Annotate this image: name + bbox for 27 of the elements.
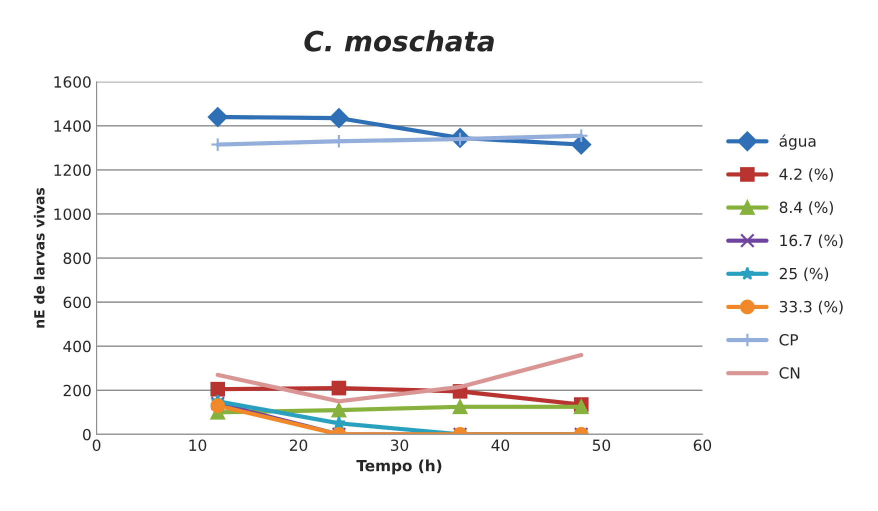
legend-label: CN xyxy=(780,367,800,379)
legend-label: CP xyxy=(780,334,798,346)
y-tick-label: 800 xyxy=(64,252,91,264)
y-tick-label: 1400 xyxy=(54,120,91,132)
y-tick-label: 400 xyxy=(63,340,91,352)
x-tick-label: 50 xyxy=(592,439,610,452)
legend-label: água xyxy=(780,134,816,150)
legend-label: 8.4 (%) xyxy=(780,201,833,215)
y-tick-label: 600 xyxy=(64,296,91,308)
legend-label: 33.3 (%) xyxy=(780,300,843,314)
y-tick-label: 1000 xyxy=(54,208,91,220)
x-tick-label: 0 xyxy=(92,439,100,452)
legend-label: 4.2 (%) xyxy=(779,168,833,182)
x-tick-label: 10 xyxy=(190,439,206,452)
y-tick-label: 200 xyxy=(64,384,91,396)
y-tick-label: 1600 xyxy=(54,76,91,88)
y-axis-title: nE de larvas vivas xyxy=(34,188,45,328)
x-tick-label: 20 xyxy=(290,439,308,452)
x-tick-label: 30 xyxy=(390,439,408,452)
x-tick-label: 40 xyxy=(491,439,510,452)
y-tick-label: 0 xyxy=(83,428,91,440)
x-axis-title: Tempo (h) xyxy=(356,460,442,474)
x-tick-label: 60 xyxy=(694,439,712,452)
chart-title: C. moschata xyxy=(304,30,494,52)
y-tick-label: 1200 xyxy=(54,164,91,176)
legend-label: 25 (%) xyxy=(780,268,828,282)
legend-label: 16.7 (%) xyxy=(780,234,843,248)
